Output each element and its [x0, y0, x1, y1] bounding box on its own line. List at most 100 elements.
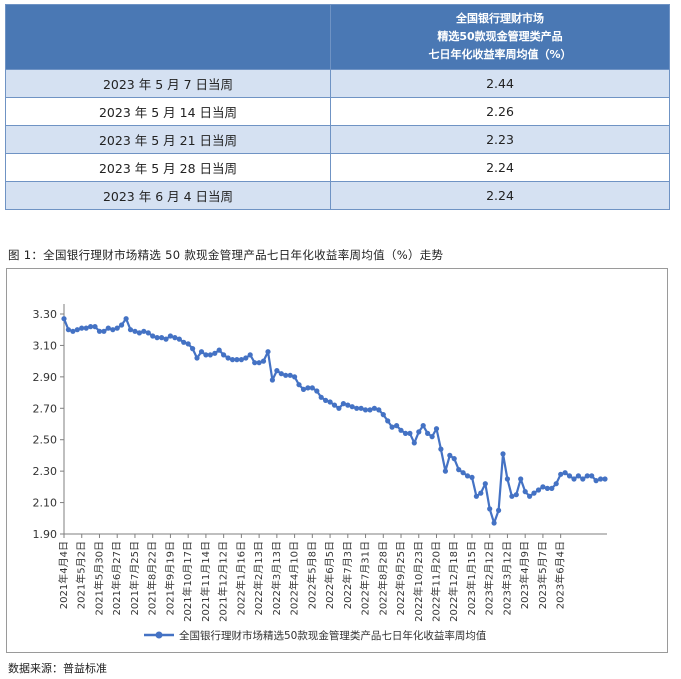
row-week: 2023 年 5 月 14 日当周	[5, 97, 331, 126]
data-point	[345, 402, 351, 408]
x-tick-label: 2021年10月17日	[181, 541, 194, 622]
data-point	[451, 456, 457, 462]
y-tick-label: 3.30	[33, 308, 58, 321]
data-point	[265, 349, 271, 355]
data-point	[256, 360, 262, 366]
data-point	[150, 333, 156, 339]
data-point	[540, 484, 546, 490]
data-point	[433, 426, 440, 432]
data-point	[70, 328, 76, 334]
data-point	[114, 325, 120, 331]
x-tick-label: 2022年7月3日	[341, 541, 354, 609]
data-point	[407, 430, 413, 436]
x-tick-label: 2021年6月27日	[110, 541, 123, 616]
data-point	[416, 429, 422, 435]
x-tick-label: 2021年8月22日	[146, 541, 159, 616]
data-point	[420, 423, 426, 429]
data-point	[367, 407, 373, 413]
header-line-3: 七日年化收益率周均值（%）	[428, 48, 572, 61]
data-point	[584, 473, 590, 479]
data-point	[221, 352, 227, 358]
x-tick-label: 2021年9月19日	[163, 541, 176, 616]
data-point	[292, 374, 298, 380]
data-point	[389, 424, 395, 430]
x-tick-label: 2022年8月28日	[376, 541, 389, 616]
row-week: 2023 年 5 月 28 日当周	[5, 153, 331, 182]
data-point	[74, 327, 80, 333]
data-point	[558, 471, 564, 477]
data-point	[535, 487, 542, 493]
data-point	[544, 485, 551, 491]
data-point	[167, 333, 173, 339]
x-tick-label: 2021年11月14日	[199, 541, 212, 622]
yield-summary-table: 全国银行理财市场 精选50款现金管理类产品 七日年化收益率周均值（%） 2023…	[5, 4, 670, 210]
data-point	[380, 412, 386, 418]
data-point	[318, 394, 324, 400]
data-point	[309, 385, 315, 391]
data-point	[145, 330, 151, 336]
data-point	[323, 397, 329, 403]
data-point	[154, 335, 160, 341]
x-tick-label: 2022年12月18日	[447, 541, 460, 622]
data-point	[442, 468, 448, 474]
y-tick-label: 3.10	[33, 339, 58, 352]
data-point	[181, 339, 187, 345]
table-header-row: 全国银行理财市场 精选50款现金管理类产品 七日年化收益率周均值（%）	[5, 4, 670, 70]
legend-label: 全国银行理财市场精选50款现金管理类产品七日年化收益率周均值	[179, 629, 487, 642]
data-point	[349, 404, 355, 410]
data-point	[593, 478, 599, 484]
y-tick-label: 2.30	[33, 465, 58, 478]
data-point	[123, 316, 129, 322]
data-point	[469, 474, 475, 480]
data-point	[159, 335, 165, 341]
data-point	[229, 357, 236, 363]
data-point	[571, 476, 577, 482]
data-point	[464, 473, 471, 479]
x-tick-label: 2022年6月5日	[323, 541, 336, 609]
data-point	[198, 349, 205, 355]
data-point	[566, 473, 573, 479]
data-point	[425, 430, 431, 436]
data-point	[283, 372, 289, 378]
data-point	[203, 352, 209, 358]
y-tick-label: 2.50	[33, 434, 58, 447]
data-point	[473, 493, 479, 499]
data-point	[252, 360, 258, 366]
x-tick-label: 2021年5月2日	[75, 541, 88, 609]
data-point	[460, 470, 466, 476]
data-point	[518, 476, 524, 482]
data-point	[207, 352, 213, 358]
data-point	[385, 418, 391, 424]
data-point	[314, 388, 320, 394]
data-point	[487, 506, 493, 512]
y-tick-label: 2.90	[33, 371, 58, 384]
data-point	[141, 328, 147, 334]
data-point	[327, 399, 333, 405]
data-point	[185, 341, 191, 347]
data-point	[429, 434, 435, 440]
legend-marker	[155, 631, 163, 639]
data-point	[269, 377, 275, 383]
data-point	[478, 490, 484, 496]
data-point	[176, 336, 182, 342]
data-point	[482, 481, 488, 487]
data-point	[296, 382, 302, 388]
x-tick-label: 2023年5月7日	[536, 541, 549, 609]
data-point	[61, 316, 67, 322]
data-point	[509, 493, 515, 499]
x-tick-label: 2022年11月20日	[429, 541, 442, 622]
row-week: 2023 年 5 月 7 日当周	[5, 69, 331, 98]
x-tick-label: 2023年4月9日	[518, 541, 531, 609]
data-point	[589, 473, 595, 479]
data-point	[96, 328, 103, 334]
y-tick-label: 2.10	[33, 497, 58, 510]
data-point	[101, 328, 107, 334]
y-tick-label: 1.90	[33, 528, 58, 541]
data-point	[411, 440, 417, 446]
x-tick-label: 2021年4月4日	[57, 541, 70, 609]
data-point	[354, 405, 360, 411]
data-point	[562, 470, 568, 476]
data-point	[496, 507, 502, 513]
data-point	[447, 452, 453, 458]
data-point	[287, 372, 293, 378]
